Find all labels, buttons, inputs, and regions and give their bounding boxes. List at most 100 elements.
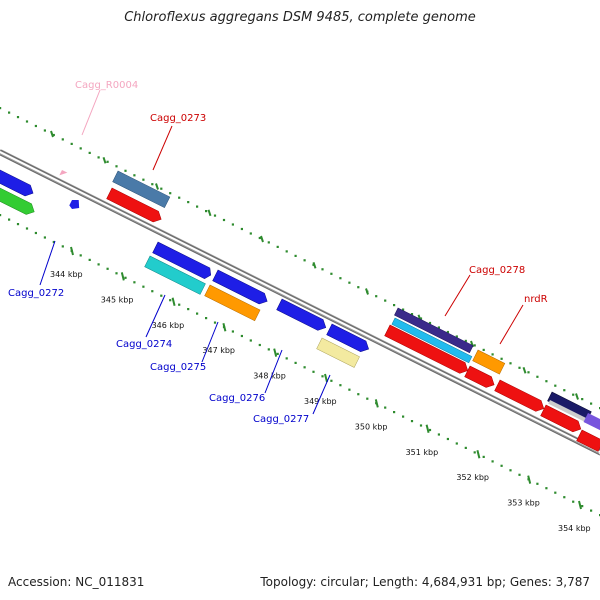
- leader-nrdr: [499, 304, 524, 345]
- upper-tick: [575, 393, 579, 400]
- gene-arrow-cagg-0277[interactable]: [316, 337, 360, 368]
- dotted-guides: [0, 107, 600, 517]
- gene-arrow-cagg-0274[interactable]: [144, 255, 206, 295]
- dot-lower: [366, 397, 369, 400]
- dot-upper: [491, 353, 494, 356]
- dot-lower: [276, 352, 279, 355]
- dot-upper: [52, 133, 55, 137]
- dot-upper: [473, 344, 476, 347]
- gene-arrow-red-352[interactable]: [494, 379, 547, 414]
- dot-lower: [213, 321, 217, 324]
- gene-arrow-small[interactable]: [68, 197, 82, 211]
- gene-arrow-grey-353[interactable]: [548, 400, 590, 424]
- dot-upper: [303, 259, 306, 262]
- dot-upper: [402, 308, 405, 311]
- gene-arrow-nrdr-orange[interactable]: [472, 349, 506, 375]
- dot-lower: [384, 406, 387, 409]
- dot-lower: [410, 420, 414, 423]
- upper-tick: [207, 209, 212, 217]
- dot-upper: [133, 174, 136, 177]
- kbp-ticks: 344 kbp 345 kbp 346 kbp 347 kbp 348 kbp 349 k…: [50, 246, 591, 533]
- leader-cagg-0278: [444, 274, 471, 317]
- dot-lower: [16, 223, 20, 226]
- dot-upper: [410, 313, 414, 316]
- dot-lower: [97, 263, 100, 266]
- dot-lower: [419, 424, 423, 427]
- dot-lower: [536, 482, 539, 485]
- label-cagg-0276[interactable]: Cagg_0276: [209, 393, 265, 404]
- dot-upper: [384, 299, 387, 302]
- gene-arrow-purple-354[interactable]: [583, 413, 600, 431]
- upper-tick: [365, 288, 369, 295]
- kbp-tick-mark: [374, 399, 379, 408]
- gene-arrow-cagg-0276[interactable]: [276, 298, 329, 333]
- gene-arrow-blue-349[interactable]: [326, 323, 372, 354]
- dot-lower: [133, 281, 136, 284]
- dot-lower: [339, 384, 342, 387]
- kbp-tick-mark: [222, 322, 227, 332]
- label-cagg-0277[interactable]: Cagg_0277: [253, 414, 309, 425]
- gene-labels: Cagg_R0004 Cagg_0273 Cagg_0278 nrdR Cagg…: [8, 80, 548, 425]
- dot-lower: [321, 375, 324, 378]
- label-cagg-0274[interactable]: Cagg_0274: [116, 339, 172, 350]
- leader-cagg-0274: [145, 294, 166, 338]
- dot-lower: [473, 451, 476, 454]
- dot-upper: [43, 129, 46, 132]
- dot-lower: [34, 231, 37, 235]
- kbp-tick-mark: [70, 246, 74, 256]
- kbp-tick-label: 347 kbp: [202, 346, 235, 355]
- upper-tick: [155, 183, 159, 190]
- gene-arrow-red-354[interactable]: [576, 429, 600, 452]
- dot-upper: [97, 156, 100, 159]
- label-cagg-0273[interactable]: Cagg_0273: [150, 113, 206, 124]
- leader-cagg-0272: [39, 240, 56, 286]
- dot-lower: [500, 464, 503, 467]
- dot-lower: [509, 469, 512, 472]
- dot-upper: [79, 147, 82, 150]
- label-cagg-r0004[interactable]: Cagg_R0004: [75, 80, 138, 91]
- kbp-tick-mark: [476, 449, 481, 459]
- dot-upper: [419, 317, 423, 320]
- dot-upper: [545, 380, 548, 383]
- dot-upper: [169, 192, 172, 195]
- gene-arrow-cagg-0271-left[interactable]: [0, 169, 36, 199]
- label-cagg-0278[interactable]: Cagg_0278: [469, 265, 525, 276]
- dot-upper: [393, 304, 396, 307]
- dot-lower: [464, 446, 467, 449]
- dot-upper: [267, 241, 270, 244]
- gene-arrow-cagg-0273[interactable]: [106, 187, 164, 225]
- dot-upper: [437, 326, 440, 329]
- dot-lower: [106, 267, 109, 270]
- dot-upper: [187, 201, 190, 204]
- gene-arrow-cagg-0278-cyan[interactable]: [391, 317, 473, 364]
- leader-cagg-r0004: [81, 89, 101, 136]
- upper-tick: [102, 156, 107, 164]
- label-cagg-0272[interactable]: Cagg_0272: [8, 288, 64, 299]
- dot-lower: [249, 339, 252, 342]
- label-cagg-0275[interactable]: Cagg_0275: [150, 362, 206, 373]
- dot-upper: [572, 393, 575, 396]
- dot-upper: [213, 214, 217, 217]
- leader-cagg-0277: [312, 374, 331, 415]
- gene-arrow-red-353[interactable]: [540, 404, 584, 435]
- gene-arrow-cagg-0278[interactable]: [384, 324, 471, 376]
- gene-arrow-cagg-0272-green[interactable]: [0, 184, 37, 217]
- dot-lower: [518, 473, 521, 476]
- gene-arrow-cagg-0273-top[interactable]: [112, 170, 171, 209]
- gene-arrow-cagg-0275[interactable]: [204, 284, 261, 322]
- dot-upper: [70, 142, 73, 145]
- gene-arrow-cagg-r0004[interactable]: [59, 170, 68, 178]
- dot-lower: [446, 437, 449, 441]
- label-nrdr[interactable]: nrdR: [524, 294, 548, 305]
- dot-lower: [590, 509, 593, 512]
- gene-arrow-nrdr[interactable]: [464, 365, 497, 390]
- dot-lower: [348, 388, 351, 391]
- dot-upper: [106, 160, 109, 163]
- dot-upper: [124, 169, 127, 172]
- dot-upper: [115, 165, 118, 168]
- gene-arrow-blue-347[interactable]: [212, 269, 270, 307]
- dot-lower: [187, 308, 190, 311]
- gene-arrow-cagg-0274-blue[interactable]: [152, 241, 214, 280]
- dot-upper: [276, 245, 279, 248]
- gene-arrow-cagg-0278-top[interactable]: [394, 307, 474, 354]
